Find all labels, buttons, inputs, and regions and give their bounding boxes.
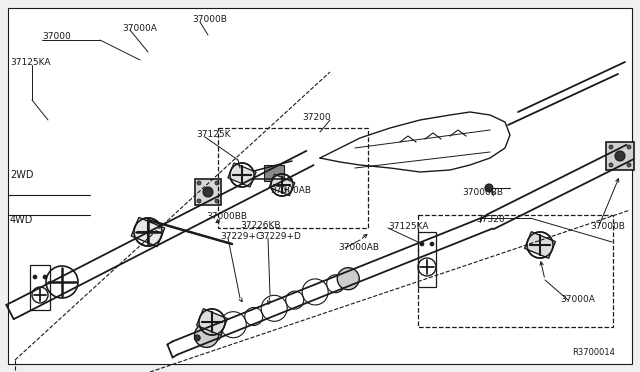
Circle shape [609, 163, 613, 167]
Bar [418, 232, 436, 287]
Text: 37226KB: 37226KB [240, 221, 280, 230]
Circle shape [197, 181, 201, 185]
Circle shape [33, 275, 37, 279]
Bar [525, 232, 556, 258]
Circle shape [337, 268, 359, 290]
Text: 37000BB: 37000BB [206, 212, 247, 221]
Circle shape [430, 242, 434, 246]
Text: 37229+C: 37229+C [220, 232, 262, 241]
Bar [30, 265, 50, 310]
Bar [131, 217, 164, 247]
Text: 37320: 37320 [476, 215, 504, 224]
Circle shape [609, 145, 613, 149]
Bar [606, 142, 634, 170]
Circle shape [197, 199, 201, 203]
Bar [196, 309, 227, 335]
Circle shape [485, 184, 493, 192]
Text: R3700014: R3700014 [572, 348, 615, 357]
Text: 37000B: 37000B [590, 222, 625, 231]
Text: 37000A: 37000A [122, 24, 157, 33]
Text: 37000BB: 37000BB [462, 188, 503, 197]
Circle shape [615, 151, 625, 161]
Circle shape [627, 145, 631, 149]
Text: 2WD: 2WD [10, 170, 33, 180]
Text: 37000AB: 37000AB [270, 186, 311, 195]
Text: 37000B: 37000B [192, 15, 227, 24]
Bar [264, 165, 284, 181]
Text: 37125KA: 37125KA [388, 222, 429, 231]
Circle shape [215, 181, 219, 185]
Circle shape [203, 187, 213, 197]
Circle shape [194, 335, 200, 341]
Circle shape [195, 323, 218, 347]
Text: 37000AB: 37000AB [338, 243, 379, 252]
Bar [228, 163, 256, 187]
Circle shape [215, 199, 219, 203]
Text: 37125KA: 37125KA [10, 58, 51, 67]
Text: 37200: 37200 [302, 113, 331, 122]
Text: 37229+D: 37229+D [258, 232, 301, 241]
Bar [218, 128, 368, 228]
Circle shape [627, 163, 631, 167]
Bar [195, 179, 221, 205]
Bar [418, 215, 613, 327]
Text: 37000A: 37000A [560, 295, 595, 304]
Text: 4WD: 4WD [10, 215, 33, 225]
Circle shape [43, 275, 47, 279]
Text: 37000: 37000 [42, 32, 71, 41]
Bar [269, 174, 295, 196]
Text: 37125K: 37125K [196, 130, 230, 139]
Circle shape [420, 242, 424, 246]
